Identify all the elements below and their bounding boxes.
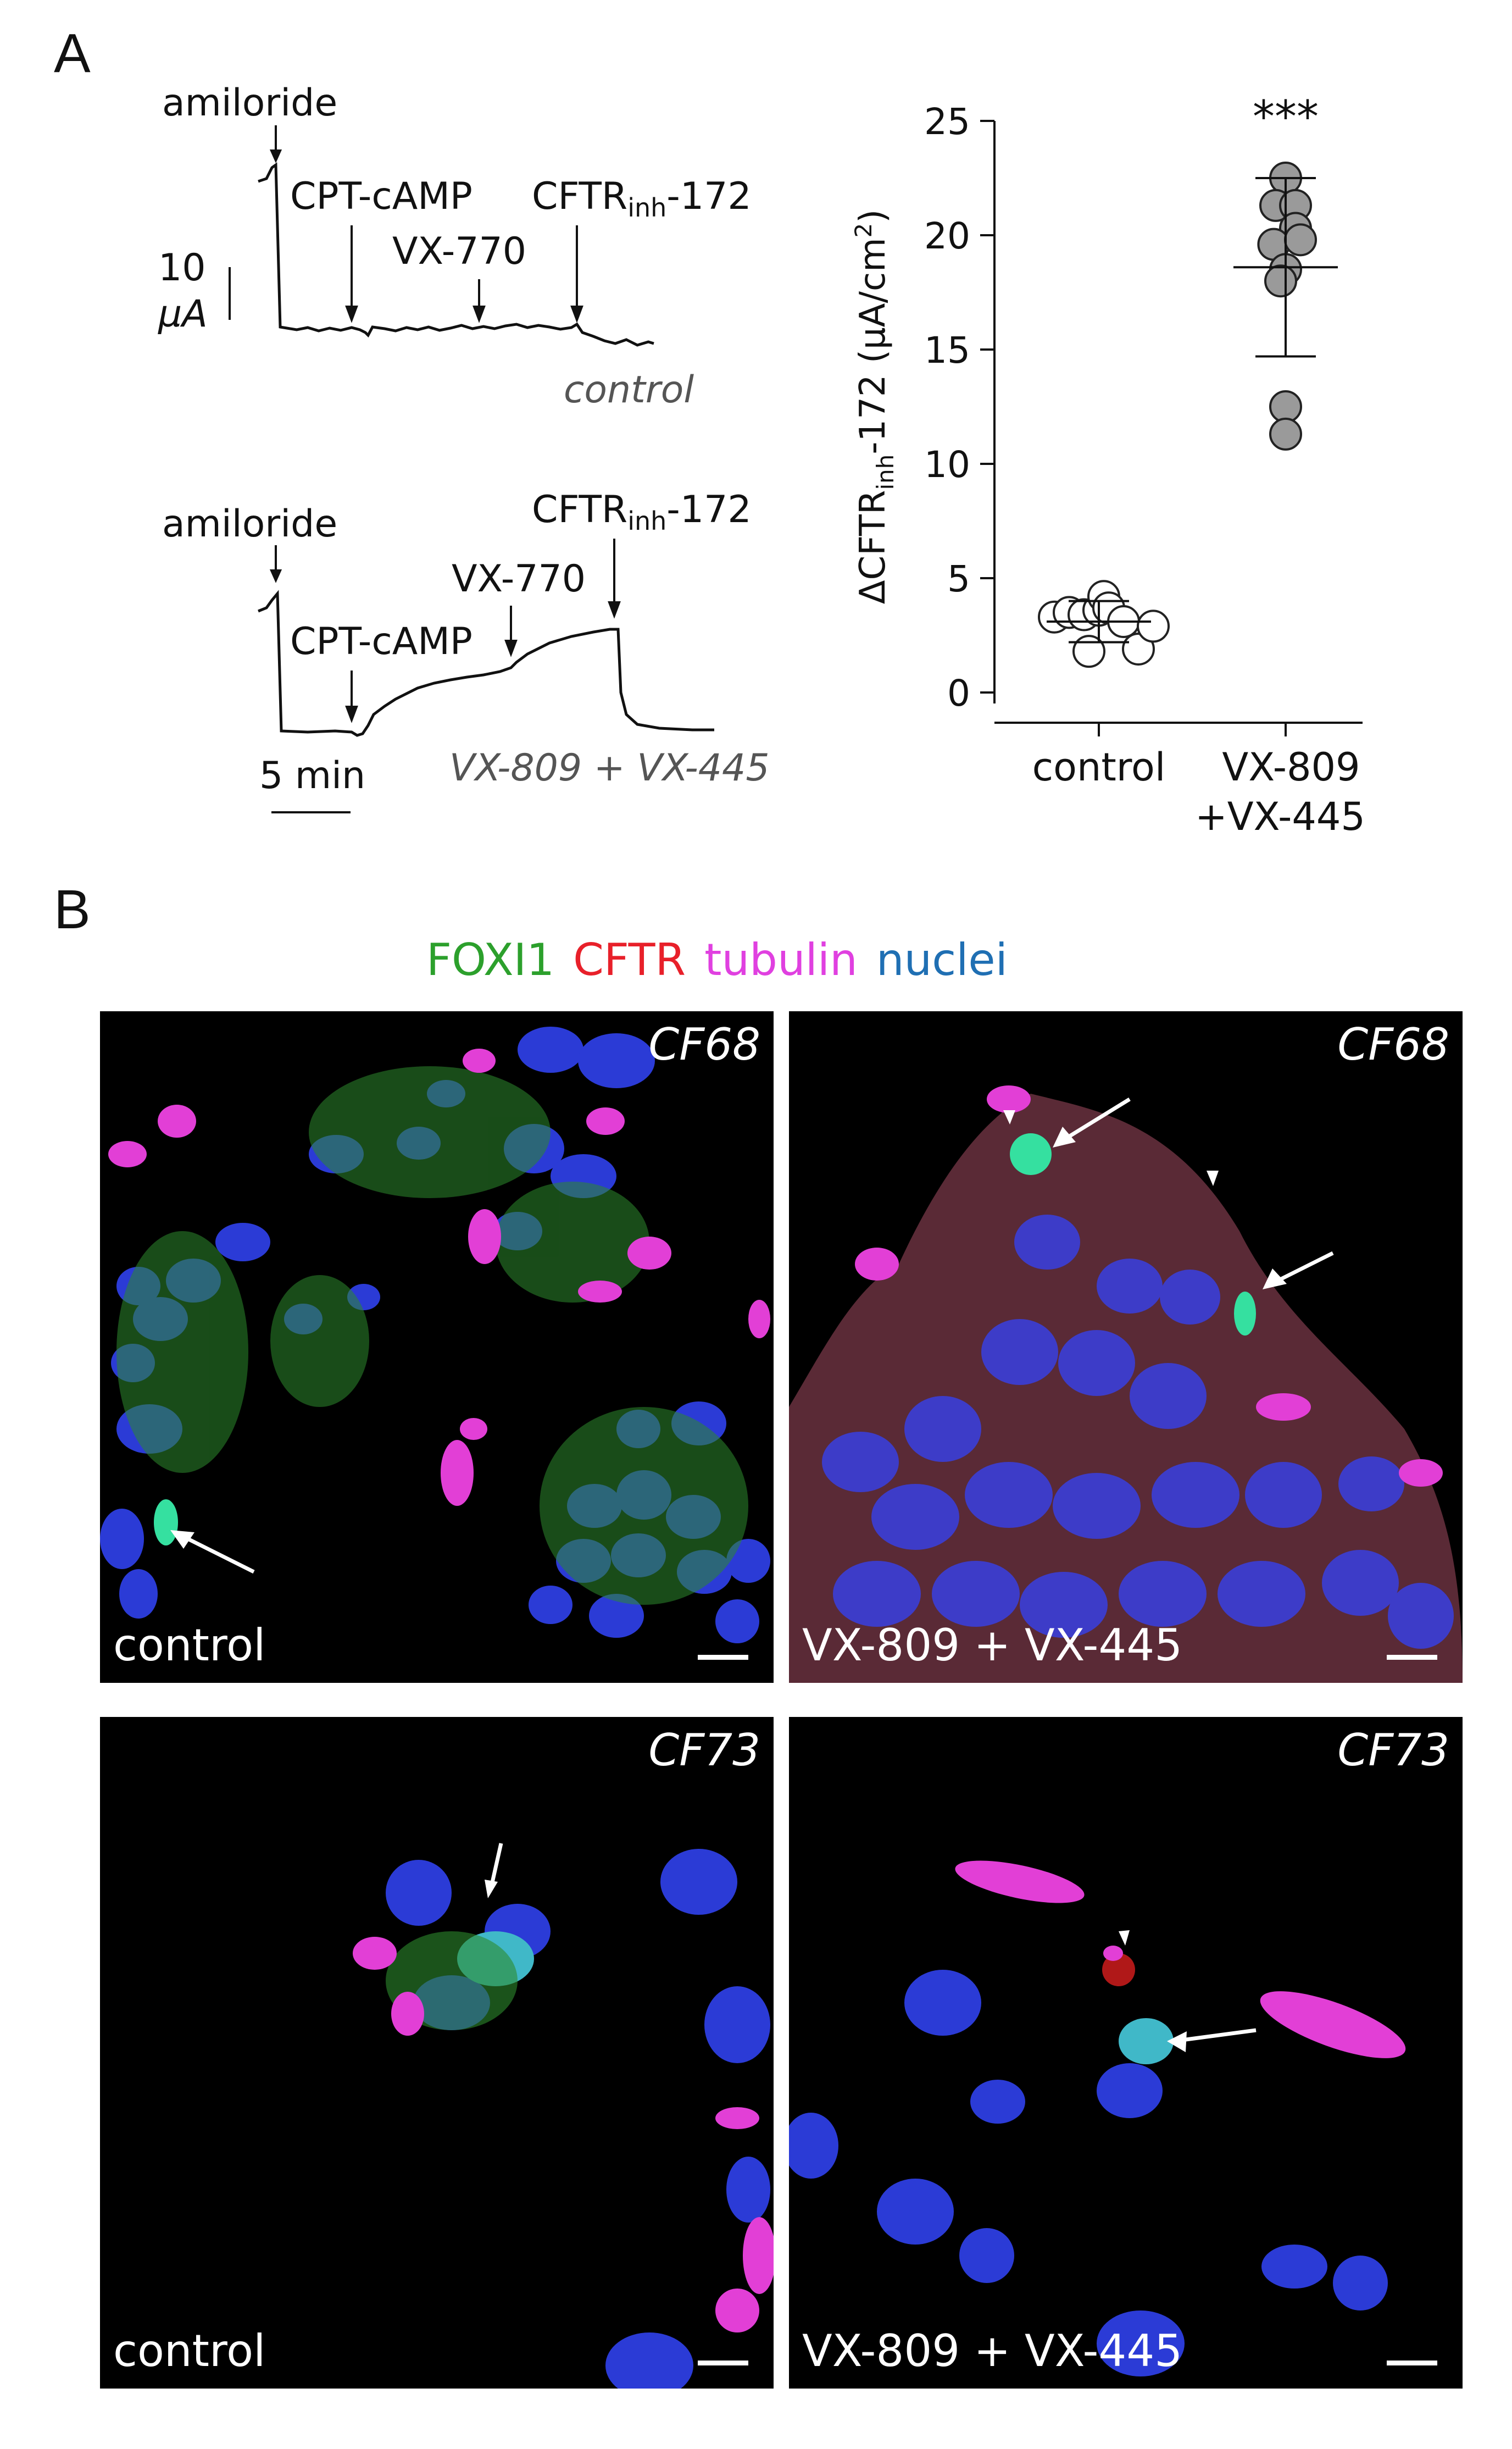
- data-point: [1264, 264, 1297, 298]
- y-tick-label: 15: [924, 329, 970, 372]
- micrograph-condition-label: VX-809 + VX-445: [802, 1620, 1183, 1671]
- legend-foxi1: FOXI1: [426, 934, 555, 985]
- micrograph-scale-bar: [1387, 2361, 1437, 2365]
- label-amiloride-top: amiloride: [162, 81, 338, 125]
- condition-vx-trace: VX-809 + VX-445: [449, 746, 770, 790]
- micrograph-scale-bar: [698, 2361, 748, 2365]
- label-cpt-camp-bottom: CPT-cAMP: [290, 620, 472, 663]
- micrograph-condition-label: control: [113, 1620, 266, 1671]
- micrograph-cf68-control: CF68 control: [100, 1011, 774, 1683]
- y-axis-label: ΔCFTRinh-172 (µA/cm2): [850, 209, 899, 605]
- y-tick-label: 25: [924, 101, 970, 143]
- panel-b-letter: B: [54, 879, 91, 940]
- data-point: [1122, 632, 1155, 666]
- label-cpt-camp-top: CPT-cAMP: [290, 175, 472, 218]
- x-category-label: +VX-445: [1195, 794, 1365, 839]
- legend-cftr: CFTR: [573, 934, 686, 985]
- x-category-label: control: [1032, 745, 1166, 790]
- scale-current-value: 10: [158, 246, 206, 290]
- micrograph-condition-label: VX-809 + VX-445: [802, 2325, 1183, 2376]
- x-category-label: VX-809: [1222, 745, 1360, 790]
- legend-nuclei: nuclei: [876, 934, 1008, 985]
- micrograph-condition-label: control: [113, 2325, 266, 2376]
- legend-tubulin: tubulin: [704, 934, 858, 985]
- scatter-chart: 0 5 10 15 20 25 control VX-809+VX-445 ΔCFTRinh-1…: [850, 91, 1365, 839]
- scale-current-unit: µA: [158, 292, 208, 336]
- micrograph-sample-label: CF73: [648, 1725, 760, 1776]
- micrograph-scale-bar: [698, 1655, 748, 1660]
- significance-marker: ***: [1253, 91, 1319, 142]
- label-cftr-inh-top: CFTRinh-172: [532, 175, 752, 223]
- micrograph-sample-label: CF73: [1337, 1725, 1449, 1776]
- label-cftr-inh-bottom: CFTRinh-172: [532, 488, 752, 536]
- data-point: [1269, 390, 1302, 423]
- data-point: [1269, 417, 1302, 451]
- label-vx770-bottom: VX-770: [452, 557, 586, 601]
- micrograph-cf73-vx: CF73 VX-809 + VX-445: [789, 1717, 1463, 2389]
- data-point: [1072, 635, 1105, 668]
- data-point: [1137, 610, 1170, 643]
- y-tick-label: 20: [924, 215, 970, 257]
- channel-legend: FOXI1 CFTR tubulin nuclei: [426, 934, 1026, 985]
- data-point: [1284, 223, 1317, 257]
- y-tick-label: 0: [947, 672, 970, 714]
- trace-control: [229, 125, 714, 813]
- y-tick-label: 10: [924, 444, 970, 486]
- micrograph-sample-label: CF68: [1337, 1019, 1449, 1070]
- micrograph-sample-label: CF68: [648, 1019, 760, 1070]
- micrograph-cf68-vx: CF68 VX-809 + VX-445: [789, 1011, 1463, 1683]
- condition-control-trace: control: [564, 368, 694, 412]
- panel-a-letter: A: [54, 23, 91, 84]
- y-tick-label: 5: [947, 558, 970, 600]
- label-vx770-top: VX-770: [392, 230, 527, 273]
- micrograph-cf73-control: CF73 control: [100, 1717, 774, 2389]
- micrograph-scale-bar: [1387, 1655, 1437, 1660]
- label-amiloride-bottom: amiloride: [162, 502, 338, 546]
- scale-time-label: 5 min: [259, 754, 366, 797]
